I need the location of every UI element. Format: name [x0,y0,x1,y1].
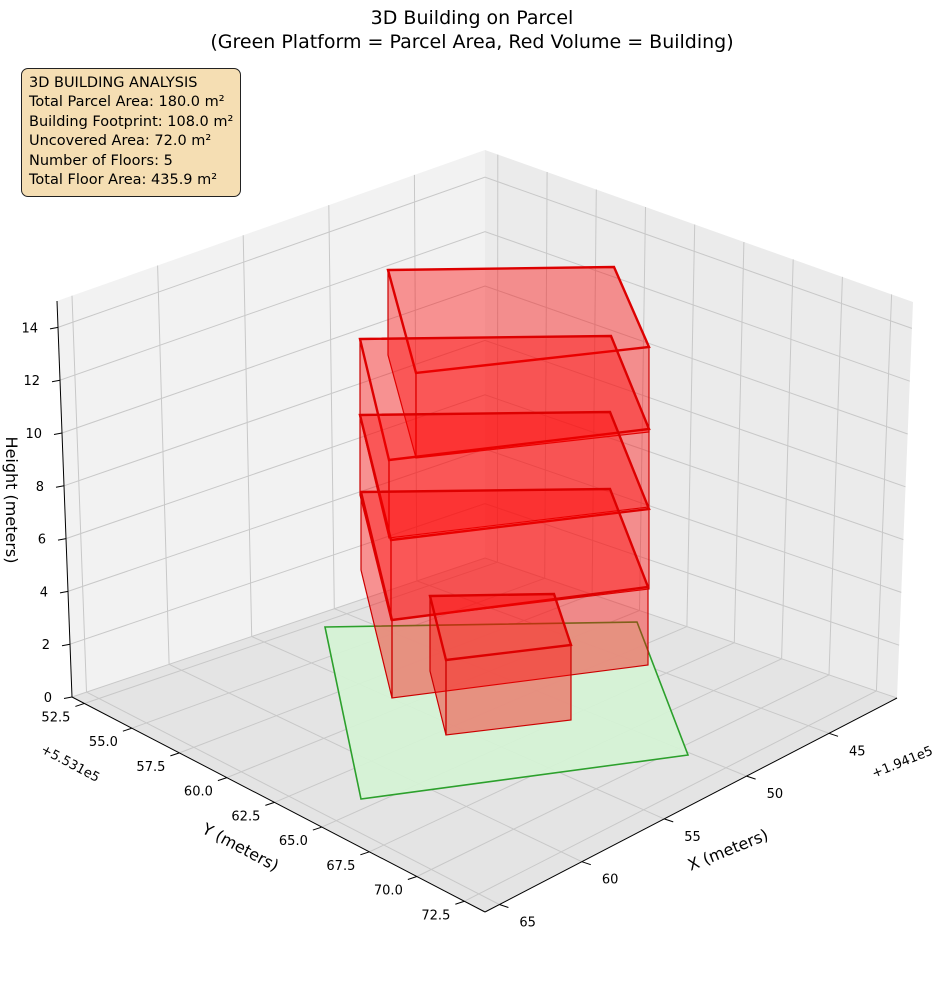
building-top-edge [358,334,651,462]
z-tick-label: 6 [38,533,46,548]
y-tick-label: 62.5 [231,809,260,824]
info-heading: 3D BUILDING ANALYSIS [29,75,198,91]
grid-line-z [69,503,900,646]
info-line-floors: Number of Floors: 5 [29,152,173,169]
grid-line-z [65,394,904,541]
info-line-floor-area: Total Floor Area: 435.9 m² [29,172,218,189]
info-line-uncovered: Uncovered Area: 72.0 m² [29,133,212,150]
y-tick-mark [455,900,465,905]
z-tick-label: 12 [23,374,40,389]
grid-line-y [84,154,499,704]
parcel-platform [324,621,690,800]
building-top-edge [428,592,573,662]
z-tick-mark [49,326,59,330]
y-tick-mark [75,702,85,707]
y-tick-mark [170,752,180,757]
y-tick-label: 65.0 [279,834,308,849]
chart-title: 3D Building on Parcel [370,7,574,29]
y-tick-mark [122,727,133,732]
y-tick-label: 57.5 [136,760,165,775]
y-tick-label: 72.5 [421,908,450,923]
info-line-footprint: Building Footprint: 108.0 m² [29,113,234,130]
building-floor-4 [386,265,651,459]
z-tick-mark [59,590,69,594]
grid-line-z [63,339,906,488]
z-axis-line [56,300,73,698]
x-tick-mark [746,775,756,780]
building-top-edge [358,410,651,542]
grid-line-z [61,285,908,435]
chart-subtitle: (Green Platform = Parcel Area, Red Volum… [210,31,734,53]
grid-line-x [157,265,583,863]
grid-line-y [416,276,843,877]
z-tick-label: 4 [40,585,48,600]
y-tick-label: 67.5 [326,859,355,874]
analysis-info-box: 3D BUILDING ANALYSIS Total Parcel Area: … [21,68,242,198]
grid-line-z [59,231,910,382]
z-tick-mark [53,432,63,435]
y-tick-mark [265,801,275,806]
y-tick-mark [407,876,418,880]
x-tick-label: 65 [519,916,536,931]
z-tick-label: 0 [44,691,52,706]
building-floor-3 [358,334,651,539]
x-tick-mark [664,818,674,823]
y-tick-mark [360,851,370,856]
x-tick-mark [499,904,509,908]
building-floor-1 [428,592,573,736]
grid-line-y [369,259,794,853]
x-axis-line [484,697,898,913]
x-tick-mark [828,732,839,737]
z-axis-label: Height (meters) [2,437,21,564]
y-tick-label: 55.0 [89,735,118,750]
y-tick-mark [217,777,228,782]
building-floor-1 [359,487,650,699]
x-tick-label: 45 [849,744,866,759]
x-tick-label: 55 [684,830,701,845]
z-tick-mark [55,485,65,488]
grid-line-y [131,171,548,729]
grid-line-x [71,295,500,905]
building-volume [324,265,690,800]
building-top-edge [359,487,650,622]
z-tick-mark [51,379,61,383]
y-tick-label: 70.0 [374,884,403,899]
x-offset-label: +1.941e5 [870,744,935,782]
z-tick-mark [61,643,71,647]
building-floor-2 [358,410,651,621]
x-tick-mark [581,861,591,866]
grid-line-y [464,294,893,902]
axis-ticks: 0 2 4 6 8 10 12 14 45 50 55 60 65 52.5 55.0 57.5 60.0 62.… [21,300,898,931]
z-tick-label: 14 [21,321,38,336]
y-axis-line [71,696,486,913]
z-tick-label: 10 [25,427,42,442]
chart-title-block: 3D Building on Parcel (Green Platform = … [0,6,944,54]
x-tick-label: 50 [767,787,784,802]
y-axis-label: Y (meters) [198,819,282,876]
z-tick-label: 2 [42,638,50,653]
info-line-parcel-area: Total Parcel Area: 180.0 m² [29,94,225,111]
z-tick-mark [57,538,67,541]
y-tick-mark [312,826,323,831]
grid-line-z [71,557,898,699]
y-tick-label: 52.5 [41,710,70,725]
z-tick-label: 8 [36,480,44,495]
grid-line-x [413,174,830,734]
y-tick-label: 60.0 [184,785,213,800]
grid-line-z [57,176,913,329]
z-tick-mark [63,696,73,699]
x-tick-label: 60 [602,873,619,888]
